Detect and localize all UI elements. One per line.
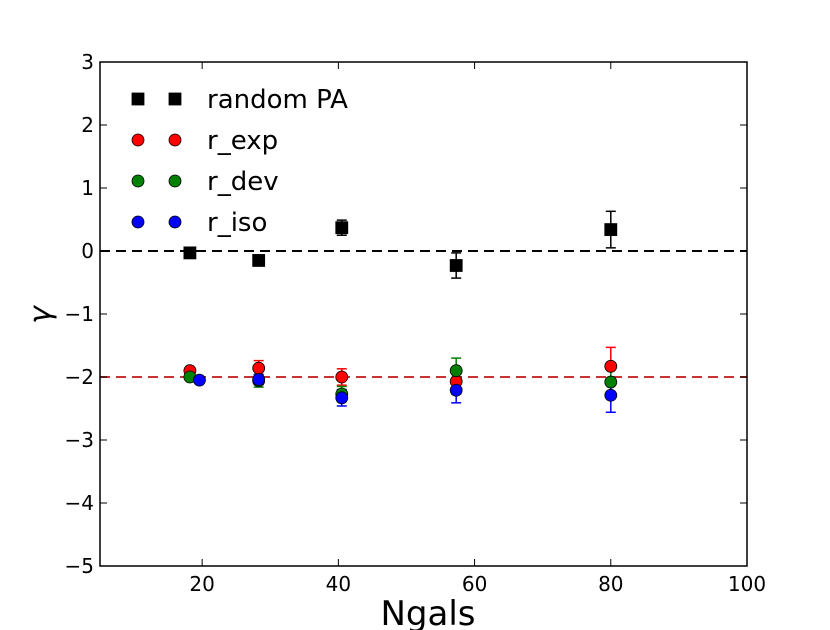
legend-label-r-exp: r_exp xyxy=(207,126,278,156)
r-iso-point-0 xyxy=(193,373,206,387)
y-axis-title: γ xyxy=(23,304,58,324)
r-iso-point-4 xyxy=(604,388,618,402)
y-tick-label-4: −1 xyxy=(65,302,94,326)
random-pa-point-2 xyxy=(335,221,349,235)
legend-marker-r-iso-0 xyxy=(131,215,145,229)
legend-marker-random-pa-1 xyxy=(168,92,182,106)
x-tick-label-20: 20 xyxy=(189,572,214,596)
y-tick-label-7: −4 xyxy=(65,491,94,515)
x-tick-label-80: 80 xyxy=(598,572,623,596)
r-exp-point-2 xyxy=(335,370,349,384)
legend-label-random-pa: random PA xyxy=(207,85,348,115)
legend-marker-r-exp-0 xyxy=(131,133,145,147)
x-tick-label-60: 60 xyxy=(462,572,487,596)
r-iso-point-3 xyxy=(449,383,463,397)
y-tick-label-5: −2 xyxy=(65,365,94,389)
x-axis-title: Ngals xyxy=(380,594,475,630)
legend-marker-random-pa-0 xyxy=(131,92,145,106)
y-tick-label-2: 1 xyxy=(81,176,94,200)
legend-marker-r-iso-1 xyxy=(168,215,182,229)
y-tick-label-8: −5 xyxy=(65,554,94,578)
r-dev-point-4 xyxy=(604,375,618,389)
r-iso-point-1 xyxy=(252,373,266,386)
legend: random PA r_exp r_dev r_iso xyxy=(131,85,348,238)
y-tick-label-6: −3 xyxy=(65,428,94,452)
legend-marker-r-exp-1 xyxy=(168,133,182,147)
data-markers xyxy=(183,221,618,405)
reference-lines xyxy=(100,250,747,378)
r-dev-point-3 xyxy=(449,364,463,378)
random-pa-point-3 xyxy=(449,259,463,272)
legend-marker-r-dev-0 xyxy=(131,174,145,188)
y-tick-label-0: 3 xyxy=(81,50,94,74)
axes: 20 40 60 80 100 3 2 1 0 −1 −2 −3 −4 −5 xyxy=(65,50,767,596)
y-tick-label-1: 2 xyxy=(81,113,94,137)
x-tick-label-40: 40 xyxy=(326,572,351,596)
random-pa-point-0 xyxy=(183,246,197,260)
legend-label-r-iso: r_iso xyxy=(207,208,267,238)
legend-label-r-dev: r_dev xyxy=(207,167,279,197)
r-exp-point-4 xyxy=(604,359,618,373)
random-pa-point-1 xyxy=(252,254,266,267)
legend-marker-r-dev-1 xyxy=(168,174,182,188)
random-pa-point-4 xyxy=(604,223,618,236)
r-iso-point-2 xyxy=(335,391,349,405)
y-tick-label-3: 0 xyxy=(81,239,94,263)
r-exp-point-1 xyxy=(252,361,266,375)
x-tick-label-100: 100 xyxy=(728,572,766,596)
